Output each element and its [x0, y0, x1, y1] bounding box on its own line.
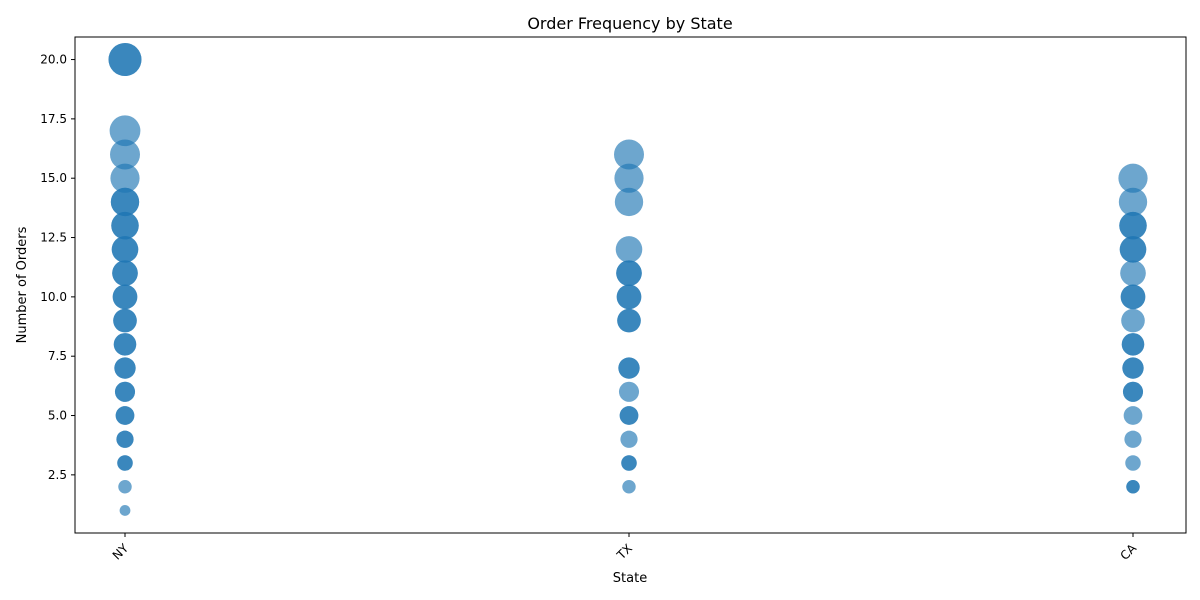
y-tick-label: 15.0	[40, 171, 67, 185]
scatter-point	[119, 505, 131, 516]
scatter-point	[615, 236, 643, 263]
x-axis-ticks: NY TX CA	[110, 533, 1140, 563]
scatter-point	[1120, 284, 1146, 310]
scatter-point	[614, 139, 644, 170]
scatter-point	[1123, 406, 1143, 425]
scatter-point	[621, 455, 637, 471]
chart-title: Order Frequency by State	[527, 14, 732, 33]
scatter-point	[1118, 163, 1148, 193]
scatter-point	[1119, 236, 1147, 263]
y-tick-label: 5.0	[48, 409, 67, 423]
scatter-point	[112, 284, 138, 310]
scatter-point	[622, 479, 636, 494]
y-tick-label: 10.0	[40, 290, 67, 304]
plot-frame	[74, 36, 1187, 534]
scatter-point	[1124, 430, 1142, 448]
x-axis-label: State	[613, 571, 647, 586]
y-axis-ticks: 2.5 5.0 7.5 10.0 12.5 15.0 17.5 20.0	[40, 53, 75, 482]
scatter-point	[118, 479, 132, 494]
scatter-point	[1122, 381, 1144, 402]
markers-layer	[108, 43, 1148, 516]
scatter-point	[111, 236, 139, 263]
scatter-point	[616, 284, 642, 310]
scatter-point	[109, 115, 141, 147]
scatter-point	[616, 260, 642, 286]
y-tick-label: 7.5	[48, 349, 67, 363]
scatter-point	[1118, 187, 1148, 217]
scatter-point	[110, 163, 140, 193]
scatter-point	[110, 187, 140, 217]
scatter-point	[113, 333, 137, 356]
scatter-point	[617, 308, 641, 333]
scatter-point	[618, 357, 640, 379]
x-tick-label: NY	[110, 541, 132, 563]
y-tick-label: 17.5	[40, 112, 67, 126]
scatter-point	[620, 430, 638, 448]
scatter-point	[114, 357, 136, 379]
scatter-point	[110, 139, 140, 170]
scatter-point	[618, 381, 640, 402]
scatter-point	[1122, 357, 1144, 379]
scatter-point	[1121, 333, 1145, 356]
x-tick-label: CA	[1117, 541, 1139, 563]
scatter-point	[1119, 211, 1147, 240]
plot-area: 2.5 5.0 7.5 10.0 12.5 15.0 17.5 20.0 NY TX CA	[40, 36, 1187, 563]
scatter-point	[614, 163, 644, 193]
scatter-point	[116, 430, 134, 448]
y-tick-label: 2.5	[48, 468, 67, 482]
scatter-point	[1121, 308, 1145, 333]
scatter-point	[614, 187, 644, 217]
scatter-point	[115, 406, 135, 425]
scatter-point	[1120, 260, 1146, 286]
y-tick-label: 20.0	[40, 53, 67, 67]
y-tick-label: 12.5	[40, 231, 67, 245]
x-tick-label: TX	[614, 541, 636, 563]
scatter-point	[113, 308, 137, 333]
scatter-point	[111, 211, 139, 240]
scatter-point	[619, 406, 639, 425]
scatter-point	[117, 455, 133, 471]
scatter-point	[114, 381, 136, 402]
scatter-point	[112, 260, 138, 286]
scatter-point	[1125, 455, 1141, 471]
scatter-point	[108, 43, 142, 77]
scatter-point	[1126, 479, 1140, 494]
y-axis-label: Number of Orders	[15, 226, 30, 343]
